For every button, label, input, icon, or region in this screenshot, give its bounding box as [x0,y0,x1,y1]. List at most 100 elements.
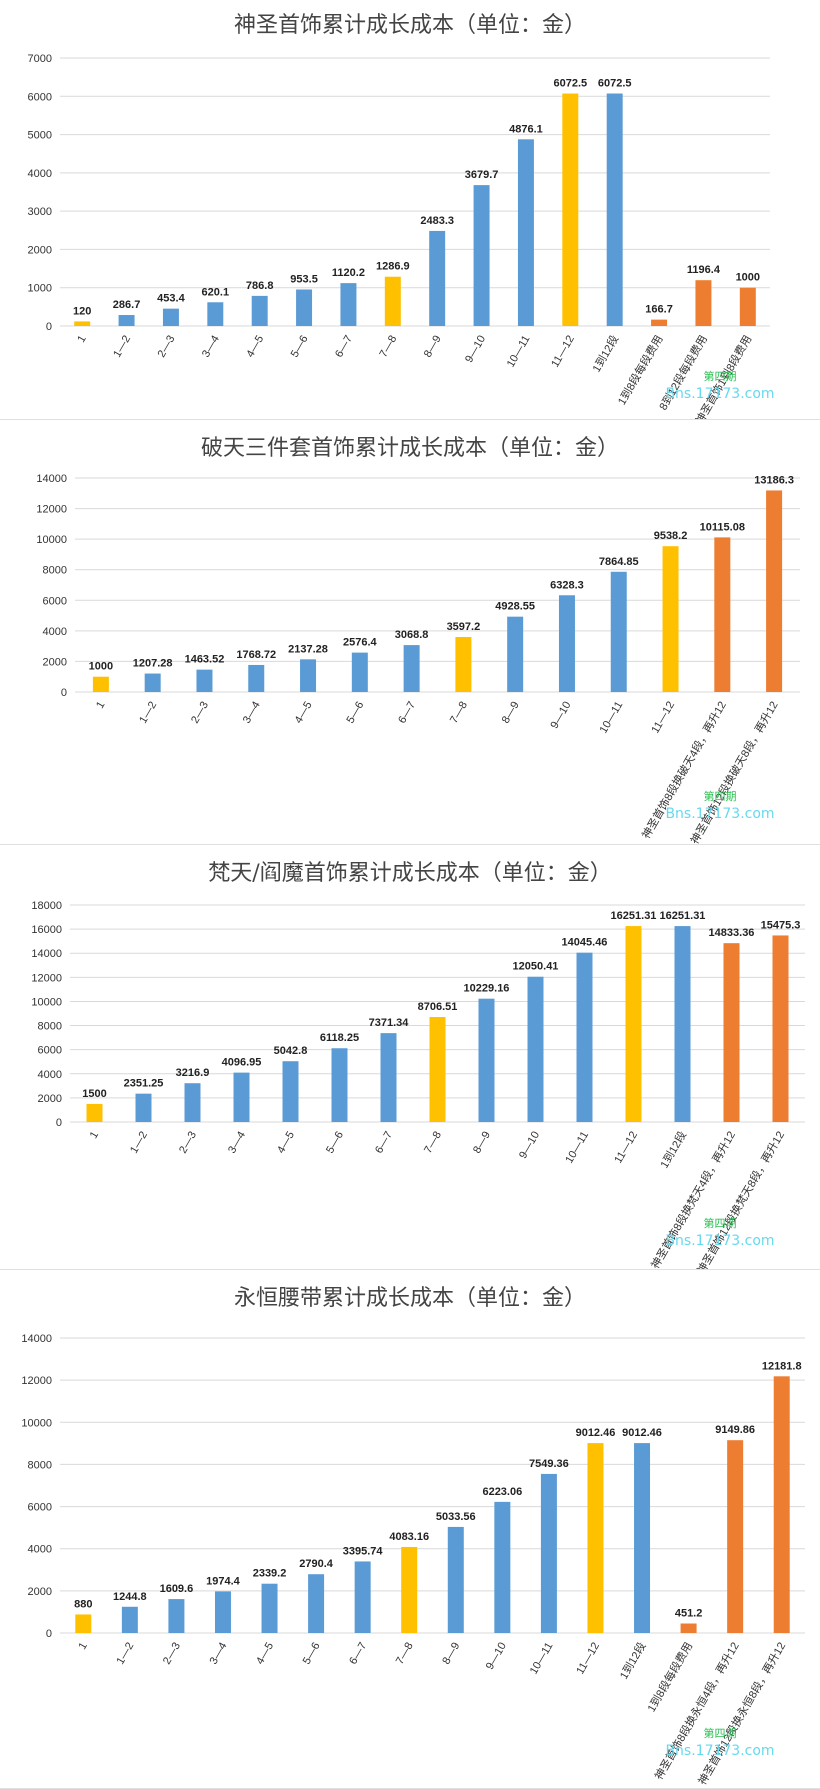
chart-svg: 永恒腰带累计成长成本（单位：金）020004000600080001000012… [0,1286,820,1789]
bar [331,1048,348,1122]
x-tick-label: 5—6 [324,1130,346,1156]
bar [527,976,544,1122]
bar [610,571,627,692]
y-tick-label: 2000 [28,1586,52,1598]
watermark-line2: Bns.17173.com [665,1743,774,1759]
chart-svg: 神圣首饰累计成长成本（单位：金） 0 1000 2000 3000 4000 5000 600… [0,13,820,420]
data-label: 2790.4 [299,1558,334,1570]
y-tick-label: 10000 [36,534,67,546]
y-tick-label: 2000 [38,1093,62,1105]
data-label: 7371.34 [369,1017,410,1029]
chart-svg: 梵天/阎魔首饰累计成长成本（单位：金） 0 2000 4000 6000 8000 1000… [0,861,820,1270]
bar [680,1623,697,1633]
bar [773,1376,790,1633]
x-tick-label: 7—8 [448,700,470,726]
data-label: 3679.7 [465,169,499,181]
y-tick-label: 12000 [21,1375,52,1387]
chart-panel-potian: 破天三件套首饰累计成长成本（单位：金） 0 2000 4000 6000 8000 1000… [0,420,820,845]
bar [162,308,179,326]
chart-title: 神圣首饰累计成长成本（单位：金） [234,13,586,38]
bar [695,280,712,326]
data-label: 1000 [736,272,760,284]
bar [135,1093,152,1122]
data-label: 4096.95 [222,1057,262,1069]
data-label: 4876.1 [509,123,543,135]
x-tick-label: 1 [94,700,107,711]
bar [739,287,756,326]
y-tick-label: 4000 [43,626,67,638]
data-label: 3068.8 [395,629,429,641]
x-tick-label: 1 [88,1130,101,1141]
bar [766,490,783,692]
data-label: 5042.8 [274,1045,308,1057]
bar [184,1083,201,1122]
chart-title: 破天三件套首饰累计成长成本（单位：金） [201,436,619,461]
data-label: 1609.6 [160,1583,194,1595]
y-tick-label: 0 [56,1117,62,1129]
data-label: 1286.9 [376,261,410,273]
bar [207,302,224,326]
data-label: 1120.2 [332,267,365,279]
bar [282,1061,299,1122]
x-tick-label: 3—4 [208,1641,230,1667]
x-tick-label: 8—9 [471,1130,493,1156]
x-tick-label: 7—8 [422,1130,444,1156]
x-tick-label: 1到8段每段费用 [644,1640,695,1715]
bar [478,998,495,1122]
x-tick-label: 神圣首饰8段换永恒4段，再升12 [651,1640,741,1783]
data-label: 13186.3 [754,474,794,486]
y-tick-label: 10000 [31,996,62,1008]
x-tick-label: 神圣首饰12段换破天8段，再升12 [687,699,780,846]
x-tick-label: 6—7 [396,700,418,726]
bar [576,952,593,1122]
y-tick-label: 18000 [31,900,62,912]
y-tick-label: 6000 [28,1502,52,1514]
x-tick-label: 8—9 [422,334,444,360]
bar [401,1546,418,1633]
data-label: 620.1 [202,286,230,298]
bar [92,676,109,692]
bar [606,93,623,326]
x-tick-label: 1到12段 [657,1129,689,1171]
data-label: 1768.72 [236,649,276,661]
data-label: 286.7 [113,299,141,311]
bar [300,659,317,692]
bar [384,276,401,326]
data-label: 3395.74 [343,1545,384,1557]
bar [562,93,579,326]
bar [214,1591,231,1633]
x-tick-label: 10—11 [528,1641,556,1677]
data-label: 3216.9 [176,1067,210,1079]
chart-panel-yongheng: 永恒腰带累计成长成本（单位：金） 0 2000 4000 6000 8000 10000 12… [0,1270,820,1789]
y-tick-label: 6000 [28,91,52,103]
x-tick-label: 9—10 [517,1130,542,1161]
data-label: 6072.5 [598,78,632,90]
bar [494,1501,511,1633]
data-label: 12181.8 [762,1360,802,1372]
bar [455,637,472,692]
y-tick-label: 4000 [38,1069,62,1081]
x-tick-label: 10—11 [505,334,533,370]
data-label: 15475.3 [761,919,801,931]
chart-svg: 破天三件套首饰累计成长成本（单位：金） 0 2000 4000 6000 8000 1000… [0,436,820,846]
data-label: 6223.06 [482,1486,522,1498]
data-label: 786.8 [246,280,274,292]
x-tick-label: 11—12 [574,1641,602,1677]
bar [714,537,731,692]
data-label: 4083.16 [389,1531,429,1543]
x-tick-label: 5—6 [289,334,311,360]
x-tick-label: 1—2 [114,1641,136,1667]
y-tick-label: 10000 [21,1417,52,1429]
x-tick-label: 2—3 [189,700,211,726]
data-label: 453.4 [157,293,185,305]
x-tick-label: 11—12 [649,700,677,736]
bar [517,139,534,326]
data-label: 16251.31 [660,910,706,922]
x-tick-label: 6—7 [347,1641,369,1667]
bar [248,664,265,692]
bar [723,943,740,1122]
data-label: 9012.46 [576,1427,616,1439]
x-tick-label: 6—7 [373,1130,395,1156]
data-label: 880 [74,1598,92,1610]
bar [340,283,357,326]
